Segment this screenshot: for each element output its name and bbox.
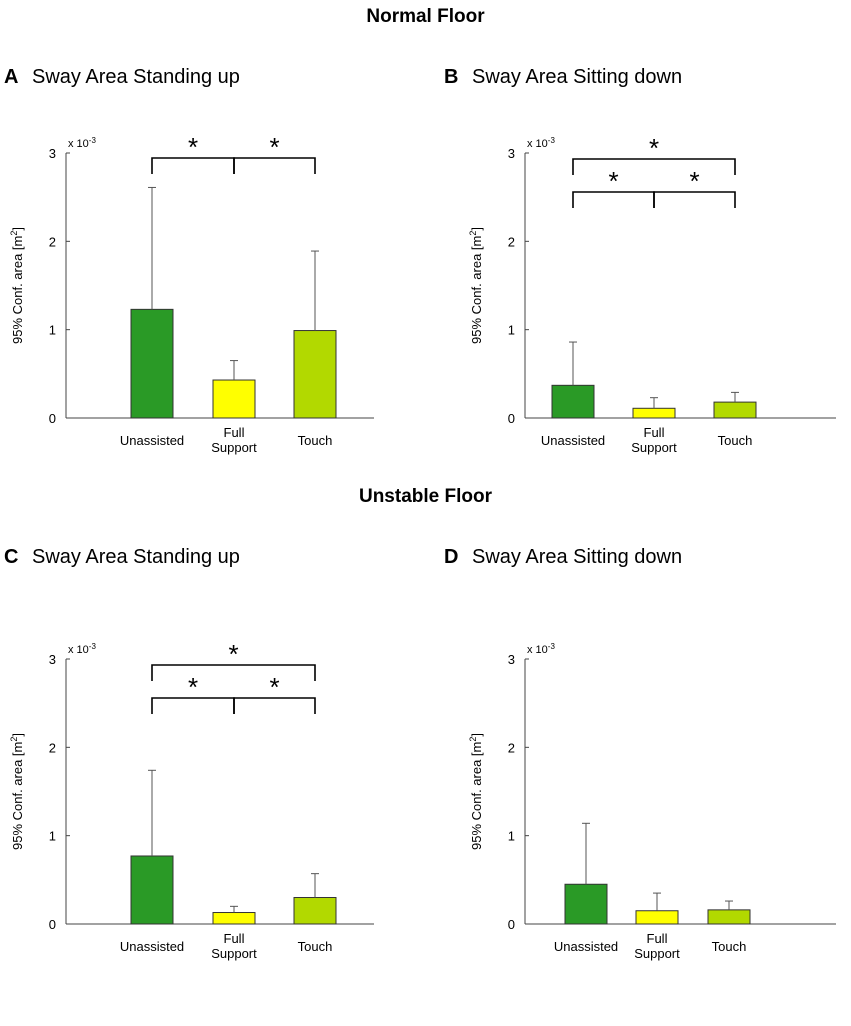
- y-tick-label: 3: [508, 146, 515, 161]
- significance-star: *: [269, 672, 279, 702]
- bar-unassisted: [130, 855, 174, 925]
- significance-bracket: [151, 664, 316, 681]
- x-category-label: Unassisted: [541, 433, 605, 448]
- y-tick-label: 0: [508, 411, 515, 426]
- bar-touch: [293, 897, 337, 925]
- bar-full-support: [632, 407, 676, 419]
- y-tick-label: 1: [508, 829, 515, 844]
- significance-bracket: [233, 697, 316, 714]
- x-category-label: Touch: [298, 433, 333, 448]
- bar-chart-svg: 0 1 2 3 x 10-3 95% Conf. area [m2] Unassisted F…: [468, 133, 836, 455]
- y-tick-label: 3: [49, 146, 56, 161]
- panel-title: Sway Area Standing up: [32, 546, 240, 568]
- x-category-label: Full Support: [631, 425, 677, 455]
- panel-letter: D: [444, 546, 459, 568]
- significance-star: *: [228, 639, 238, 669]
- bar-unassisted: [551, 384, 595, 419]
- y-tick-label: 2: [508, 740, 515, 755]
- y-tick-label: 2: [508, 234, 515, 249]
- section-title-unstable-floor: Unstable Floor: [358, 486, 492, 507]
- x-category-label: Unassisted: [120, 939, 184, 954]
- y-tick-label: 2: [49, 234, 56, 249]
- y-scale-label: x 10-3: [68, 136, 96, 150]
- chart-panel-d: D Sway Area Sitting down 0 1 2 3 x 10-3 95% C…: [440, 546, 851, 1026]
- chart-panel-c: C Sway Area Standing up 0 1 2 3 x 10-3 95% Co…: [0, 546, 425, 1026]
- panel-letter: B: [444, 66, 459, 88]
- y-tick-label: 1: [49, 829, 56, 844]
- y-scale-label: x 10-3: [68, 642, 96, 656]
- x-category-label: Unassisted: [120, 433, 184, 448]
- bar-touch: [293, 330, 337, 419]
- bar-touch: [713, 401, 757, 419]
- y-axis-label: 95% Conf. area [m2]: [9, 227, 25, 344]
- panel-letter: A: [4, 66, 19, 88]
- x-category-label: Full Support: [211, 425, 257, 455]
- y-tick-label: 3: [49, 652, 56, 667]
- y-tick-label: 3: [508, 652, 515, 667]
- significance-bracket: [233, 157, 316, 174]
- significance-star: *: [649, 133, 659, 163]
- bar-chart-svg: 0 1 2 3 x 10-3 95% Conf. area [m2] Unassisted F…: [468, 642, 836, 961]
- chart-panel-b: B Sway Area Sitting down 0 1 2 3 x 10-3 95% C…: [440, 66, 851, 546]
- significance-bracket: [653, 191, 736, 208]
- significance-bracket: [572, 158, 736, 175]
- panel-title: Sway Area Standing up: [32, 66, 240, 88]
- bar-full-support: [212, 912, 256, 925]
- x-category-label: Unassisted: [554, 939, 618, 954]
- panel-title: Sway Area Sitting down: [472, 66, 683, 88]
- y-scale-label: x 10-3: [527, 136, 555, 150]
- bar-chart-svg: 0 1 2 3 x 10-3 95% Conf. area [m2] Unassisted F…: [9, 639, 374, 961]
- significance-star: *: [689, 166, 699, 196]
- significance-star: *: [608, 166, 618, 196]
- y-tick-label: 1: [508, 323, 515, 338]
- x-category-label: Full Support: [211, 931, 257, 961]
- y-tick-label: 0: [49, 411, 56, 426]
- panel-letter: C: [4, 546, 19, 568]
- bar-full-support: [212, 379, 256, 419]
- x-category-label: Touch: [712, 939, 747, 954]
- chart-panel-a: A Sway Area Standing up 0 1 2 3 x 10-3 95% Co…: [0, 66, 425, 546]
- y-scale-label: x 10-3: [527, 642, 555, 656]
- bar-unassisted: [130, 308, 174, 419]
- y-tick-label: 0: [49, 917, 56, 932]
- y-axis-label: 95% Conf. area [m2]: [468, 227, 484, 344]
- x-category-label: Touch: [298, 939, 333, 954]
- y-axis-label: 95% Conf. area [m2]: [468, 733, 484, 850]
- y-tick-label: 0: [508, 917, 515, 932]
- x-category-label: Touch: [718, 433, 753, 448]
- significance-star: *: [188, 132, 198, 162]
- y-tick-label: 1: [49, 323, 56, 338]
- bar-touch: [707, 909, 751, 925]
- panel-title: Sway Area Sitting down: [472, 546, 683, 568]
- section-title-normal-floor: Normal Floor: [366, 6, 485, 27]
- bar-unassisted: [564, 883, 608, 925]
- bar-chart-svg: 0 1 2 3 x 10-3 95% Conf. area [m2] Unassisted F…: [9, 132, 374, 455]
- y-axis-label: 95% Conf. area [m2]: [9, 733, 25, 850]
- bar-full-support: [635, 910, 679, 925]
- x-category-label: Full Support: [634, 931, 680, 961]
- significance-star: *: [269, 132, 279, 162]
- y-tick-label: 2: [49, 740, 56, 755]
- significance-star: *: [188, 672, 198, 702]
